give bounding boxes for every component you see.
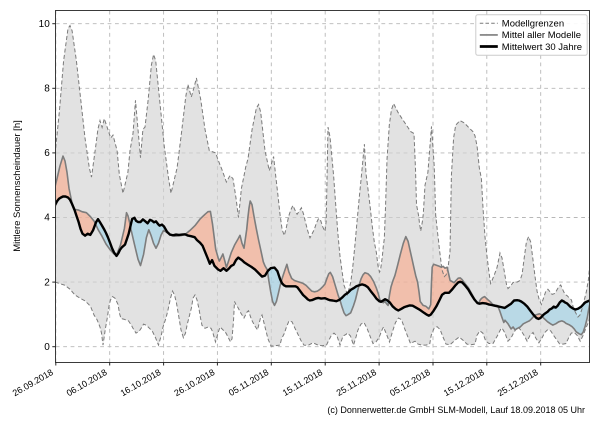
svg-text:Mittel aller Modelle: Mittel aller Modelle	[502, 30, 581, 41]
svg-text:8: 8	[44, 84, 50, 95]
svg-text:10: 10	[39, 19, 51, 30]
svg-text:Mittlere Sonnenscheindauer [h]: Mittlere Sonnenscheindauer [h]	[12, 120, 23, 252]
svg-text:(c) Donnerwetter.de GmbH SLM-M: (c) Donnerwetter.de GmbH SLM-Modell, Lau…	[327, 405, 585, 415]
svg-text:Mittelwert 30 Jahre: Mittelwert 30 Jahre	[502, 42, 582, 53]
svg-text:2: 2	[44, 277, 50, 288]
svg-text:4: 4	[44, 213, 50, 224]
svg-text:6: 6	[44, 148, 50, 159]
svg-text:0: 0	[44, 342, 50, 353]
svg-text:Modellgrenzen: Modellgrenzen	[502, 19, 564, 30]
